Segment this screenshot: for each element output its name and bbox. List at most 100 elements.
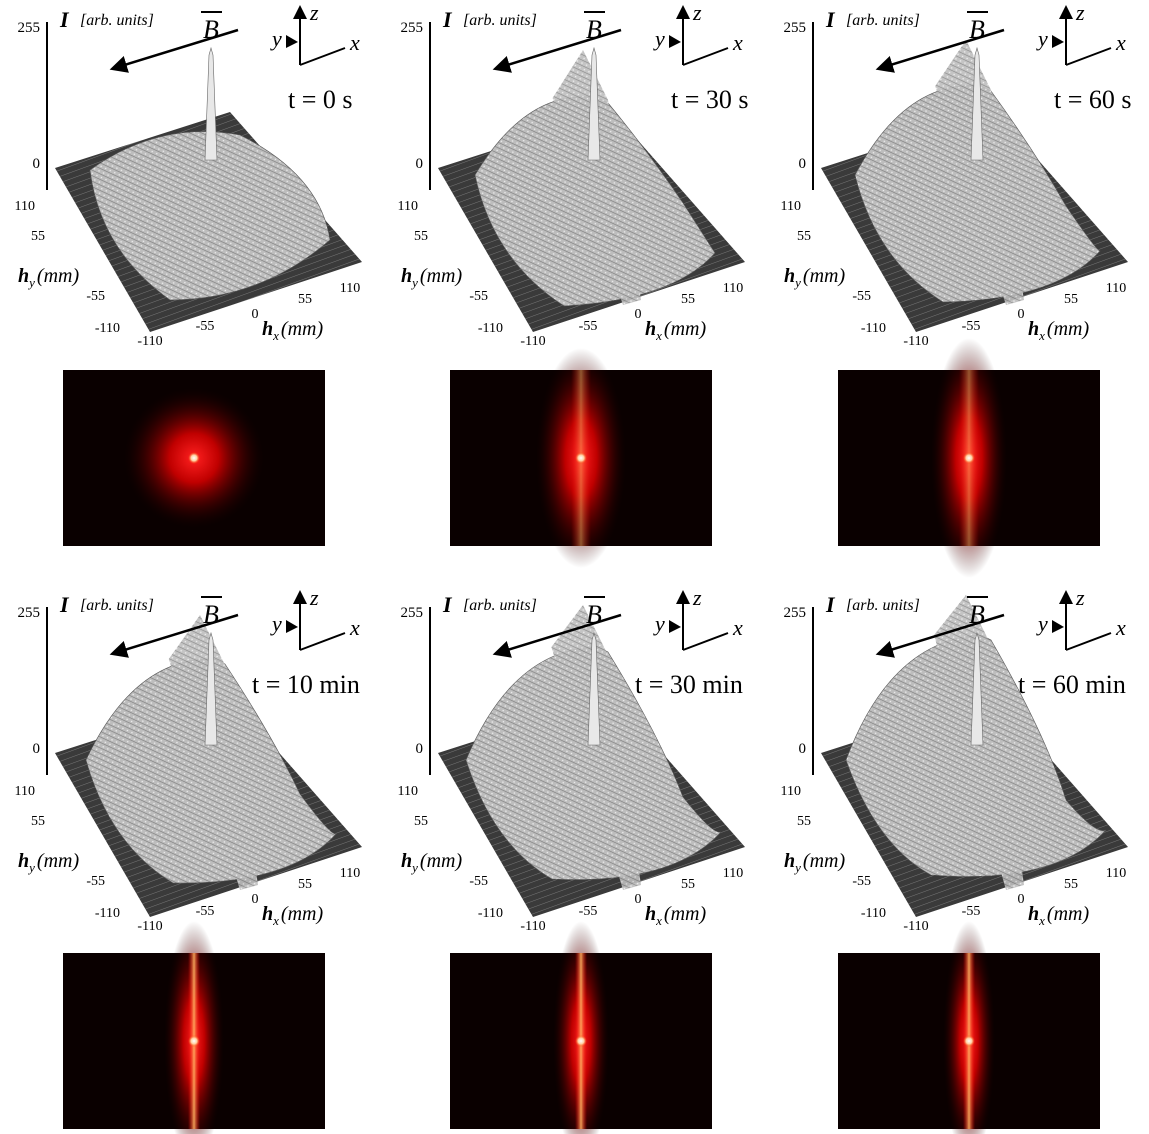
hy-tick-label: -55 [852,289,871,304]
hy-tick-label: 110 [398,199,418,214]
hx-tick-label: 0 [635,307,642,322]
axis-subscript: x [655,328,662,343]
triad-y-label: y [1036,26,1048,51]
hy-tick-label: 55 [414,814,428,829]
hx-tick-label: 110 [723,281,743,296]
camera-image [63,921,325,1134]
triad-y [669,35,681,48]
hx-tick-label: 110 [1106,866,1126,881]
hy-tick-label: -110 [861,321,886,336]
hy-tick-label: -55 [469,289,488,304]
axis-symbol: h [401,850,412,872]
triad-x [683,633,728,650]
axis-subscript: y [793,275,801,290]
axis-symbol: h [645,903,656,925]
triad-y [669,620,681,633]
triad-x-label: x [1115,615,1126,640]
triad-x-label: x [732,615,743,640]
hx-tick-label: 0 [1018,307,1025,322]
hy-tick-label: 55 [797,814,811,829]
time-label: t = 60 min [1018,670,1126,699]
axis-unit: (mm) [420,850,463,872]
axis-subscript: x [655,913,662,928]
center-spot [575,1035,587,1047]
triad-y [286,620,298,633]
hx-tick-label: 0 [635,892,642,907]
triad-z-label: z [1075,0,1085,25]
field-arrow [884,30,1004,67]
axis-symbol: h [784,850,795,872]
z-tick-label: 0 [33,156,41,172]
z-tick-label: 255 [784,605,807,621]
triad-y-label: y [270,26,282,51]
z-tick-label: 0 [416,156,424,172]
hy-tick-label: -110 [478,906,503,921]
z-label: I [825,7,836,32]
axis-unit: (mm) [281,318,324,340]
z-tick-label: 255 [784,20,807,36]
triad-z-label: z [692,585,702,610]
axis-unit: (mm) [420,265,463,287]
triad-z-label: z [309,585,319,610]
time-label: t = 10 min [252,670,360,699]
hy-tick-label: 110 [398,784,418,799]
triad-z-label: z [309,0,319,25]
triad-x-label: x [349,30,360,55]
z-label: I [442,592,453,617]
triad-x [300,633,345,650]
hx-tick-label: -55 [196,319,215,334]
axis-symbol: h [1028,318,1039,340]
hx-tick-label: -110 [520,919,545,934]
hx-tick-label: 55 [1064,292,1078,307]
axis-symbol: h [401,265,412,287]
hx-tick-label: -55 [579,904,598,919]
triad-z-label: z [1075,585,1085,610]
triad-x [300,48,345,65]
hy-tick-label: 110 [15,784,35,799]
hx-tick-label: -110 [903,919,928,934]
field-arrow [501,30,621,67]
hx-tick-label: 55 [681,877,695,892]
hx-tick-label: -110 [903,334,928,349]
camera-image [450,348,712,568]
axis-label: hy(mm) [18,265,79,290]
camera-image [63,370,325,546]
z-tick-label: 255 [401,605,424,621]
hy-tick-label: 55 [31,814,45,829]
center-spot [575,452,587,464]
axis-unit: (mm) [664,903,707,925]
time-label: t = 0 s [288,85,353,114]
hx-tick-label: 0 [252,892,259,907]
hy-tick-label: 55 [31,229,45,244]
hy-tick-label: -110 [95,321,120,336]
hx-tick-label: 110 [1106,281,1126,296]
triad-x [1066,48,1111,65]
hx-tick-label: 0 [1018,892,1025,907]
center-spot [188,452,200,464]
axis-symbol: h [262,318,273,340]
axis-unit: (mm) [803,850,846,872]
hx-tick-label: -110 [520,334,545,349]
axis-unit: (mm) [803,265,846,287]
hy-tick-label: 110 [781,784,801,799]
hy-tick-label: -55 [86,289,105,304]
z-tick-label: 255 [401,20,424,36]
axis-unit: (mm) [281,903,324,925]
axis-subscript: x [1038,913,1045,928]
z-tick-label: 0 [799,741,807,757]
axis-symbol: h [18,850,29,872]
axis-subscript: y [410,275,418,290]
triad-y-label: y [653,26,665,51]
axis-label: hy(mm) [784,265,845,290]
hx-tick-label: 55 [298,292,312,307]
hx-tick-label: -110 [137,919,162,934]
hy-tick-label: 55 [414,229,428,244]
camera-image [838,338,1100,578]
axis-subscript: x [272,913,279,928]
axis-unit: (mm) [37,850,80,872]
time-label: t = 60 s [1054,85,1132,114]
hy-tick-label: 110 [15,199,35,214]
hx-tick-label: 0 [252,307,259,322]
